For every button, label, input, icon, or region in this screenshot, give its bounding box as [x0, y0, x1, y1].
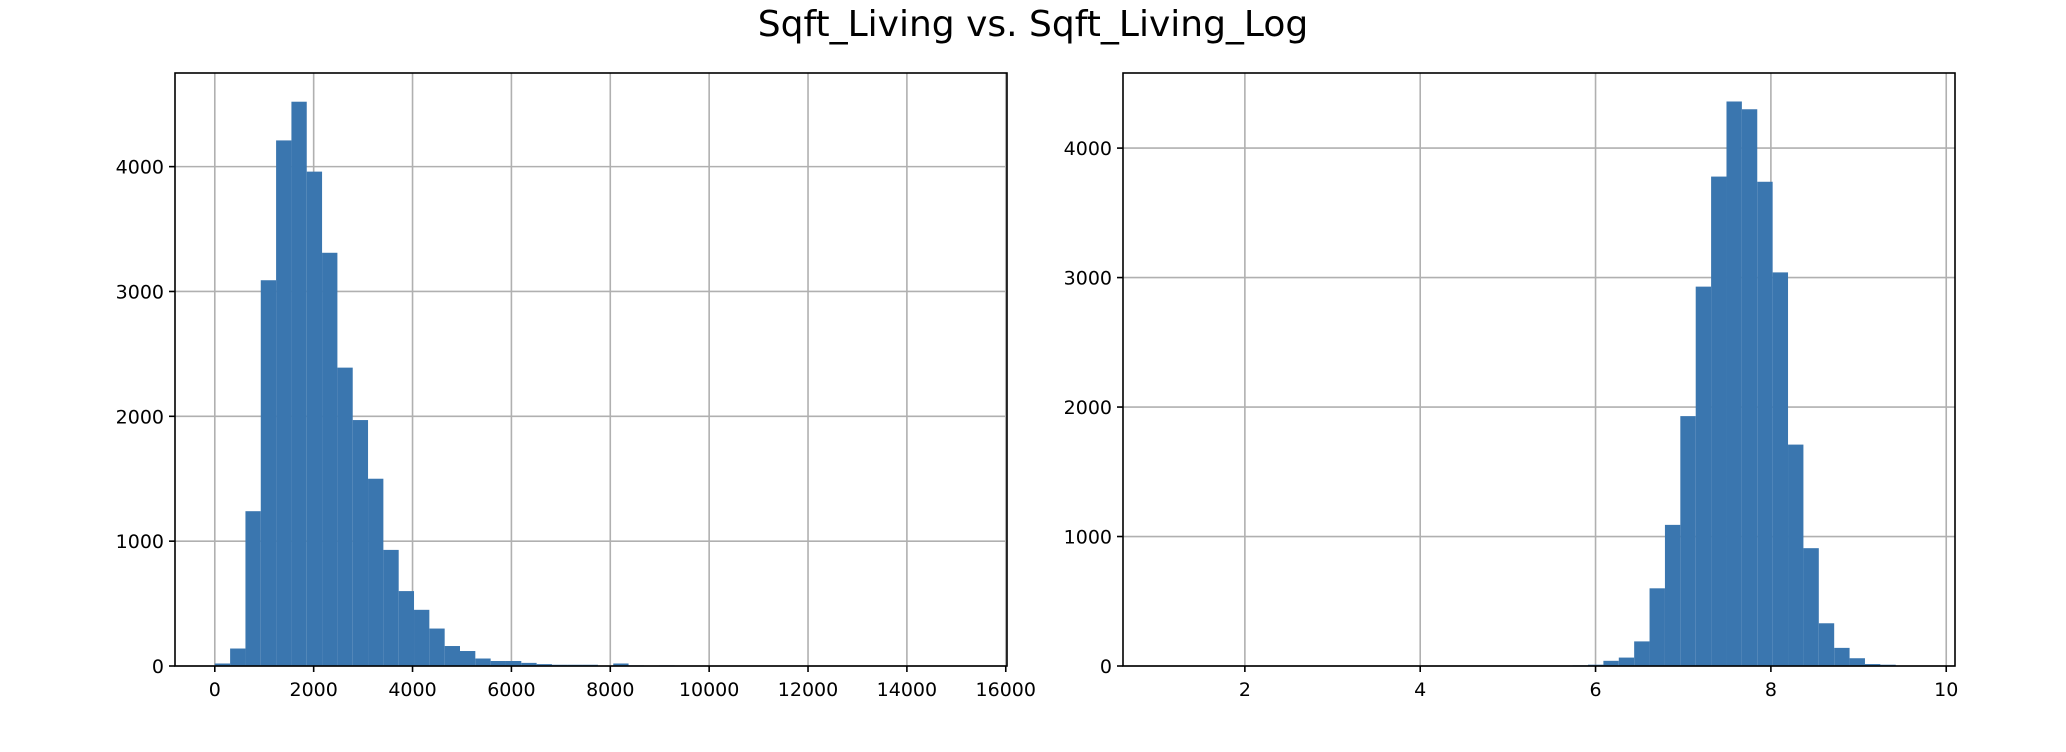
histogram-bar-2-44	[1834, 648, 1849, 666]
y-tick-label-2-1: 1000	[1064, 527, 1112, 549]
x-tick-label-2-0: 2	[1239, 679, 1251, 701]
histogram-bar-1-4	[276, 140, 291, 666]
x-tick-label-1-4: 8000	[586, 679, 634, 701]
figure-title: Sqft_Living vs. Sqft_Living_Log	[758, 4, 1308, 45]
x-tick-label-2-4: 10	[1934, 679, 1958, 701]
y-tick-label-1-2: 2000	[116, 406, 164, 428]
plot-area-2	[1123, 73, 1955, 666]
y-tick-label-2-4: 4000	[1064, 138, 1112, 160]
y-tick-label-2-3: 3000	[1064, 268, 1112, 290]
histogram-bar-1-2	[245, 511, 260, 666]
x-tick-label-1-8: 16000	[976, 679, 1036, 701]
histogram-bar-1-15	[445, 646, 460, 666]
histogram-bar-1-13	[414, 610, 429, 666]
x-tick-label-1-1: 2000	[289, 679, 337, 701]
histogram-bar-2-40	[1773, 272, 1788, 666]
x-tick-label-1-7: 14000	[877, 679, 937, 701]
histogram-bar-1-11	[383, 550, 398, 666]
histogram-bar-1-8	[337, 368, 352, 666]
y-tick-label-1-0: 0	[152, 656, 164, 678]
y-tick-label-2-0: 0	[1100, 656, 1112, 678]
histogram-bar-2-38	[1742, 109, 1757, 666]
x-tick-label-1-0: 0	[209, 679, 221, 701]
histogram-bar-2-35	[1696, 287, 1711, 666]
histogram-bar-2-36	[1711, 177, 1726, 666]
x-tick-label-2-1: 4	[1414, 679, 1426, 701]
histogram-bar-1-5	[291, 102, 306, 666]
histogram-bar-2-45	[1850, 658, 1865, 666]
x-tick-label-1-5: 10000	[679, 679, 739, 701]
histogram-bar-1-7	[322, 253, 337, 666]
histogram-bar-1-6	[307, 172, 322, 666]
x-tick-label-1-2: 4000	[388, 679, 436, 701]
x-tick-label-1-6: 12000	[778, 679, 838, 701]
histogram-bar-2-30	[1619, 658, 1634, 666]
x-tick-label-2-3: 8	[1765, 679, 1777, 701]
histogram-bar-1-3	[261, 280, 276, 666]
histogram-bar-2-34	[1680, 416, 1695, 666]
y-tick-label-1-1: 1000	[116, 531, 164, 553]
histogram-bar-2-37	[1726, 101, 1741, 666]
x-tick-label-2-2: 6	[1590, 679, 1602, 701]
histogram-bar-1-16	[460, 651, 475, 666]
subplot-sqft-living: 0 2000 4000 6000 8000 10000 12000 14000 16000 0 10…	[116, 73, 1036, 701]
subplot-sqft-living-log: 2 4 6 8 10 0 1000 2000 3000 4000	[1064, 73, 1959, 701]
histogram-bar-2-33	[1665, 525, 1680, 666]
histogram-bar-2-39	[1757, 182, 1772, 666]
y-tick-label-2-2: 2000	[1064, 397, 1112, 419]
histogram-bar-1-1	[230, 649, 245, 666]
histogram-bar-2-43	[1819, 623, 1834, 666]
histogram-bar-2-31	[1634, 641, 1649, 666]
x-tick-label-1-3: 6000	[487, 679, 535, 701]
y-tick-label-1-3: 3000	[116, 281, 164, 303]
histogram-bar-2-32	[1650, 588, 1665, 666]
histogram-bar-1-14	[429, 629, 444, 666]
histogram-bar-2-42	[1803, 548, 1818, 666]
histogram-bar-1-17	[475, 659, 490, 666]
y-tick-label-1-4: 4000	[116, 157, 164, 179]
histogram-bar-2-41	[1788, 445, 1803, 666]
histogram-bar-1-9	[353, 420, 368, 666]
histogram-bar-1-12	[399, 591, 414, 666]
histogram-bar-1-10	[368, 479, 383, 666]
